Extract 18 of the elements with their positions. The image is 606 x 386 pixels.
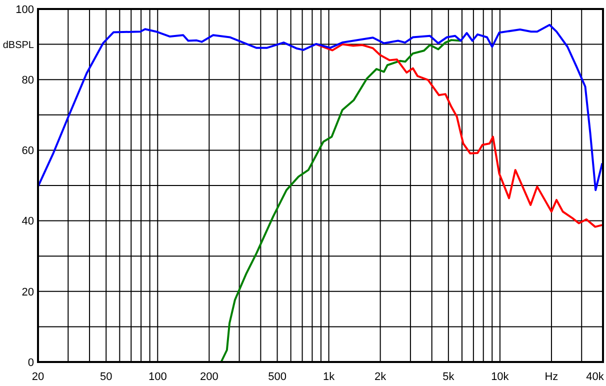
y-axis-title: dBSPL: [2, 40, 34, 51]
x-tick-label: 50: [100, 371, 112, 383]
x-tick-label: 40k: [586, 371, 604, 383]
x-tick-label: 10k: [491, 371, 510, 383]
y-tick-label: 20: [22, 286, 34, 298]
y-tick-label: 40: [22, 216, 34, 228]
x-tick-label: 5k: [442, 371, 455, 383]
x-tick-label: 200: [200, 371, 218, 383]
x-tick-label: 1k: [322, 371, 336, 383]
x-tick-label: 100: [148, 371, 167, 383]
x-tick-label: 500: [268, 371, 286, 383]
x-tick-label: 2k: [374, 371, 387, 383]
y-tick-label: 60: [22, 145, 34, 158]
x-tick-label: 20: [32, 371, 44, 383]
y-tick-label: 0: [28, 356, 34, 369]
x-tick-label: Hz: [544, 371, 558, 383]
y-tick-label: 100: [16, 4, 34, 16]
y-tick-label: 80: [22, 74, 34, 86]
